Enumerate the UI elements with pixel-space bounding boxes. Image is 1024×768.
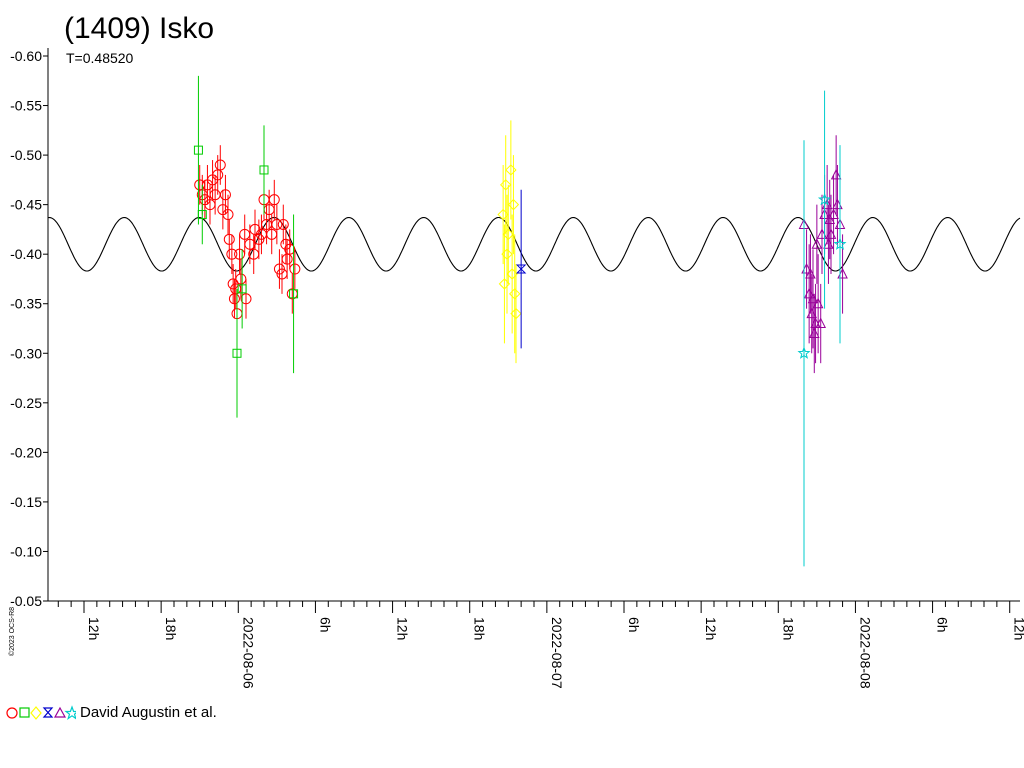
data-point bbox=[232, 348, 242, 358]
data-point bbox=[502, 228, 514, 241]
legend: David Augustin et al. bbox=[4, 702, 217, 722]
data-point bbox=[212, 169, 224, 181]
data-point bbox=[808, 327, 820, 338]
axes: -0.05 -0.10 -0.15 -0.20 -0.25 -0.30 -0.35 -0.40… bbox=[10, 48, 1024, 689]
chart-period: T=0.48520 bbox=[66, 50, 134, 66]
y-tick-label: -0.55 bbox=[10, 98, 42, 114]
chart-title: (1409) Isko bbox=[64, 12, 215, 45]
x-tick-label: 12h bbox=[395, 617, 411, 640]
x-tick-label: 12h bbox=[1012, 617, 1024, 640]
data-point bbox=[214, 159, 226, 171]
legend-star-marker bbox=[64, 705, 76, 720]
legend-triangle-marker bbox=[53, 706, 67, 718]
data-point bbox=[273, 263, 285, 275]
data-series bbox=[797, 90, 847, 567]
data-point bbox=[271, 218, 283, 230]
data-point bbox=[197, 210, 207, 220]
model-curve-line bbox=[47, 216, 1021, 272]
x-tick-label: 2022-08-07 bbox=[549, 617, 565, 689]
data-point bbox=[219, 189, 231, 201]
x-tick-label: 6h bbox=[317, 617, 333, 633]
data-series bbox=[497, 120, 522, 364]
data-point bbox=[253, 233, 265, 245]
y-tick-label: -0.10 bbox=[10, 543, 42, 559]
data-point bbox=[277, 218, 289, 230]
y-tick-label: -0.25 bbox=[10, 395, 42, 411]
x-tick-label: 18h bbox=[163, 617, 179, 640]
model-curve bbox=[47, 216, 1021, 272]
x-tick-label: 6h bbox=[626, 617, 642, 633]
x-tick-label: 18h bbox=[780, 617, 796, 640]
x-tick-label: 2022-08-06 bbox=[240, 617, 256, 689]
data-point bbox=[498, 278, 511, 290]
data-point bbox=[259, 165, 269, 175]
y-tick-label: -0.40 bbox=[10, 246, 42, 262]
data-point bbox=[281, 253, 293, 265]
y-tick-label: -0.05 bbox=[10, 593, 42, 609]
x-tick-label: 12h bbox=[703, 617, 719, 640]
data-point bbox=[515, 264, 527, 274]
data-point bbox=[505, 164, 517, 176]
data-point bbox=[797, 346, 811, 359]
data-point bbox=[817, 192, 832, 206]
data-points bbox=[193, 75, 848, 567]
legend-circle-marker bbox=[6, 707, 18, 719]
legend-label: David Augustin et al. bbox=[80, 703, 217, 721]
y-tick-label: -0.50 bbox=[10, 147, 42, 163]
data-series bbox=[515, 189, 527, 349]
x-tick-label: 2022-08-08 bbox=[857, 617, 873, 689]
data-point bbox=[507, 198, 520, 211]
y-tick-label: -0.35 bbox=[10, 296, 42, 312]
y-tick-label: -0.45 bbox=[10, 197, 42, 213]
data-point bbox=[289, 289, 299, 299]
data-series bbox=[194, 145, 301, 334]
x-tick-label: 6h bbox=[935, 617, 951, 633]
data-point bbox=[237, 284, 247, 294]
data-series bbox=[193, 75, 299, 418]
data-point bbox=[222, 209, 234, 221]
y-tick-label: -0.30 bbox=[10, 345, 42, 361]
y-tick-label: -0.60 bbox=[10, 48, 42, 64]
data-point bbox=[510, 307, 522, 320]
legend-hourglass-marker bbox=[42, 707, 54, 718]
y-tick-label: -0.15 bbox=[10, 494, 42, 510]
data-point bbox=[815, 317, 827, 329]
data-point bbox=[833, 237, 847, 250]
data-point bbox=[506, 268, 518, 280]
data-point bbox=[223, 233, 235, 245]
data-point bbox=[240, 293, 252, 305]
x-tick-label: 12h bbox=[86, 617, 102, 640]
legend-diamond-marker bbox=[30, 706, 42, 720]
data-point bbox=[500, 179, 512, 191]
data-point bbox=[268, 194, 280, 206]
legend-markers bbox=[6, 705, 76, 720]
x-tick-label: 18h bbox=[472, 617, 488, 640]
data-point bbox=[811, 238, 823, 249]
data-point bbox=[289, 263, 301, 275]
y-tick-label: -0.20 bbox=[10, 444, 42, 460]
data-point bbox=[830, 168, 842, 180]
data-point bbox=[227, 278, 239, 290]
legend-square-marker bbox=[19, 707, 30, 718]
data-point bbox=[501, 248, 513, 260]
data-point bbox=[509, 288, 521, 300]
copyright-text: ©2023 OCS-R8 bbox=[9, 606, 17, 657]
data-point bbox=[193, 145, 203, 155]
data-point bbox=[497, 208, 509, 221]
data-point bbox=[226, 248, 238, 260]
